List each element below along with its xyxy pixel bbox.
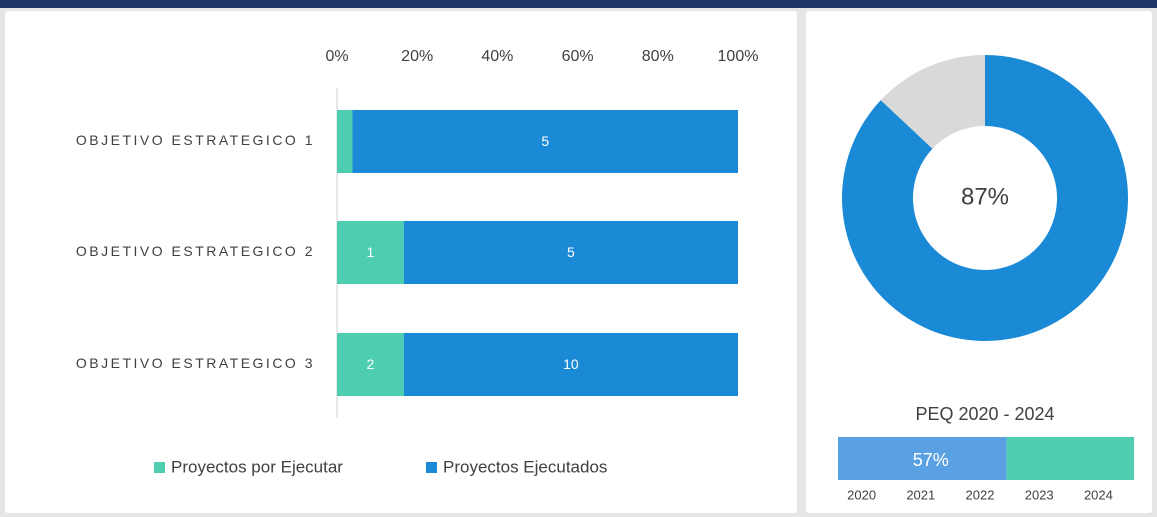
donut-chart: 87% bbox=[842, 55, 1129, 341]
progress-chart: PEQ 2020 - 2024 57% 2020 2021 2022 2023 2024 bbox=[838, 404, 1134, 502]
donut-slice bbox=[842, 55, 1129, 341]
year-label: 2020 bbox=[847, 487, 876, 502]
x-tick-label: 20% bbox=[401, 48, 433, 65]
category-label: OBJETIVO ESTRATEGICO 3 bbox=[76, 355, 315, 371]
progress-label: 57% bbox=[913, 450, 949, 470]
legend-label: Proyectos por Ejecutar bbox=[171, 457, 343, 476]
center-label: 87% bbox=[961, 183, 1009, 210]
category-label: OBJETIVO ESTRATEGICO 1 bbox=[76, 132, 315, 148]
progress-segment bbox=[1006, 437, 1134, 480]
data-label: 5 bbox=[567, 244, 575, 260]
year-label: 2023 bbox=[1025, 487, 1054, 502]
progress-title: PEQ 2020 - 2024 bbox=[915, 404, 1054, 424]
bar-segment bbox=[403, 221, 738, 284]
year-label: 2021 bbox=[906, 487, 935, 502]
x-tick-label: 0% bbox=[325, 48, 348, 65]
x-tick-label: 40% bbox=[481, 48, 513, 65]
bar-chart: 0% 20% 40% 60% 80% 100% OBJETIVO ESTRATEGICO 1… bbox=[76, 48, 759, 476]
bar-segment bbox=[337, 333, 404, 396]
data-label: 2 bbox=[367, 356, 375, 372]
bar-segment bbox=[337, 110, 353, 173]
bar-segment bbox=[337, 221, 404, 284]
header-band bbox=[0, 0, 1157, 8]
data-label: 10 bbox=[563, 356, 579, 372]
x-tick-label: 100% bbox=[718, 48, 759, 65]
data-label: 1 bbox=[367, 244, 375, 260]
legend-swatch bbox=[426, 462, 437, 473]
year-label: 2022 bbox=[966, 487, 995, 502]
year-label: 2024 bbox=[1084, 487, 1113, 502]
donut-slice bbox=[880, 55, 985, 149]
bar-segment bbox=[403, 333, 738, 396]
category-label: OBJETIVO ESTRATEGICO 2 bbox=[76, 243, 315, 259]
legend-swatch bbox=[154, 462, 165, 473]
x-tick-label: 80% bbox=[642, 48, 674, 65]
data-label: 5 bbox=[541, 133, 549, 149]
legend-label: Proyectos Ejecutados bbox=[443, 457, 607, 476]
bar-segment bbox=[352, 110, 738, 173]
progress-segment bbox=[838, 437, 1007, 480]
x-tick-label: 60% bbox=[562, 48, 594, 65]
